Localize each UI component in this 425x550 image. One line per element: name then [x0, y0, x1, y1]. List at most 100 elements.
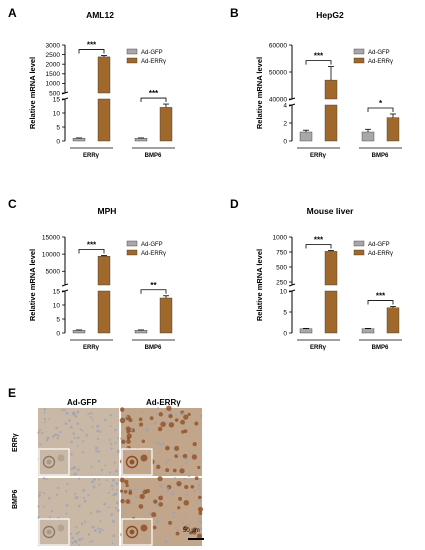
category-label: ERRγ: [83, 345, 100, 351]
scale-bar: [188, 538, 204, 540]
cell-nucleus: [112, 493, 116, 497]
cell-nucleus: [178, 496, 183, 501]
cell-nucleus: [75, 532, 78, 535]
cell-nucleus: [57, 434, 60, 437]
significance-label: ***: [314, 236, 324, 245]
cell-nucleus: [100, 468, 103, 472]
cell-nucleus: [38, 494, 41, 498]
cell-nucleus: [65, 512, 68, 515]
cell-nucleus: [103, 502, 107, 506]
inset-nucleus: [46, 529, 52, 535]
y-tick-label: 10: [53, 110, 61, 117]
cell-nucleus: [74, 492, 77, 495]
y-tick-label: 4: [283, 102, 287, 109]
cell-nucleus: [99, 510, 102, 513]
cell-nucleus: [166, 489, 170, 493]
inset-nucleus: [46, 459, 52, 465]
cell-nucleus: [192, 441, 197, 447]
chart-d: Mouse liver Relative mRNA level 0 5 10 250 500…: [255, 206, 402, 351]
cell-nucleus: [156, 520, 160, 523]
cell-nucleus: [104, 464, 107, 467]
cell-nucleus: [126, 439, 131, 444]
cell-nucleus: [72, 432, 75, 435]
cell-nucleus: [112, 478, 115, 482]
y-axis-label: Relative mRNA level: [28, 249, 37, 321]
y-tick-label: 1000: [273, 234, 288, 241]
cell-nucleus: [165, 445, 170, 451]
y-tick-label: 40000: [269, 96, 287, 103]
inset-nucleus: [129, 529, 135, 535]
cell-nucleus: [77, 468, 80, 471]
cell-nucleus: [70, 467, 74, 471]
cell-nucleus: [199, 527, 203, 531]
significance-label: ***: [87, 41, 97, 50]
cell-nucleus: [87, 533, 91, 536]
category-label: ERRγ: [310, 345, 327, 351]
cell-nucleus: [61, 408, 64, 412]
bar-ad-errγ-0: [324, 290, 338, 334]
cell-nucleus: [99, 430, 102, 434]
inset-cell: [57, 524, 65, 532]
y-tick-label: 500: [49, 90, 60, 97]
cell-nucleus: [192, 530, 197, 535]
cell-nucleus: [116, 449, 120, 453]
cell-nucleus: [173, 511, 176, 514]
cell-nucleus: [165, 468, 170, 473]
legend-swatch: [126, 240, 138, 247]
cell-nucleus: [87, 494, 90, 497]
cell-nucleus: [182, 453, 188, 459]
significance-bracket: [140, 97, 167, 103]
cell-nucleus: [166, 458, 170, 462]
cell-nucleus: [102, 529, 105, 532]
y-tick-label: 500: [276, 264, 287, 271]
scale-bar-label: 50 μm: [183, 528, 200, 534]
cell-nucleus: [154, 468, 158, 471]
cell-nucleus: [76, 496, 79, 498]
cell-nucleus: [99, 520, 102, 523]
legend-label: Ad-ERRγ: [368, 251, 393, 257]
cell-nucleus: [200, 414, 203, 417]
inset-cell: [42, 455, 56, 469]
significance-label: ***: [314, 52, 324, 61]
legend-label: Ad-GFP: [141, 242, 163, 248]
cell-nucleus: [97, 527, 100, 530]
significance-label: *: [379, 99, 383, 108]
y-axis-label: Relative mRNA level: [28, 57, 37, 129]
cell-nucleus: [172, 515, 176, 519]
cell-nucleus: [48, 496, 51, 500]
cell-nucleus: [43, 421, 46, 424]
cell-nucleus: [184, 484, 189, 490]
cell-nucleus: [138, 504, 144, 509]
cell-nucleus: [176, 528, 179, 532]
cell-nucleus: [82, 489, 86, 492]
legend-swatch: [353, 48, 365, 55]
cell-nucleus: [141, 410, 144, 413]
cell-nucleus: [113, 461, 116, 464]
y-tick-label: 10: [280, 288, 288, 295]
chart-c: MPH Relative mRNA level 0 5 10 15 5000 10000 150…: [28, 206, 175, 351]
cell-nucleus: [72, 411, 76, 415]
significance-bracket: [367, 107, 394, 112]
cell-nucleus: [191, 454, 198, 460]
cell-nucleus: [57, 486, 60, 490]
cell-nucleus: [116, 437, 119, 440]
cell-nucleus: [107, 491, 110, 494]
cell-nucleus: [172, 468, 177, 473]
significance-bracket: [78, 49, 105, 54]
cell-nucleus: [166, 487, 170, 490]
y-tick-label: 5: [56, 316, 60, 323]
cell-nucleus: [98, 530, 102, 534]
cell-nucleus: [38, 428, 42, 432]
cell-nucleus: [119, 437, 123, 440]
ihc-col-label-gfp: Ad-GFP: [67, 398, 97, 407]
cell-nucleus: [104, 419, 107, 422]
cell-nucleus: [108, 506, 111, 509]
cell-nucleus: [109, 413, 113, 417]
inset-cell: [125, 525, 139, 539]
y-tick-label: 1000: [46, 81, 61, 88]
cell-nucleus: [77, 504, 81, 508]
cell-nucleus: [65, 411, 69, 415]
panel-letter-a: A: [8, 6, 17, 20]
cell-nucleus: [96, 424, 100, 428]
inset-cell: [42, 525, 56, 539]
